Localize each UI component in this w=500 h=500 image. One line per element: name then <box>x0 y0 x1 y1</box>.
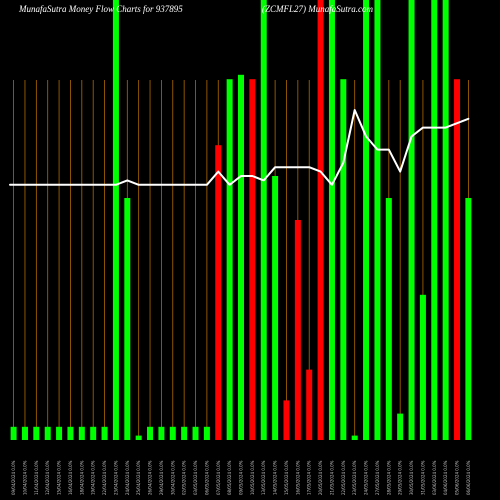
bar <box>56 426 63 440</box>
chart-title-right: (ZCMFL27) MunafaSutra.com <box>262 4 373 14</box>
bar <box>181 426 188 440</box>
bar <box>226 79 233 440</box>
x-tick-label: 09/04/2024 0.0% <box>11 460 16 495</box>
x-tick-label: 05/06/2024 0.0% <box>455 460 460 495</box>
bar <box>90 426 97 440</box>
bar <box>363 0 370 440</box>
x-tick-label: 26/04/2024 0.0% <box>148 460 153 495</box>
x-tick-labels: 09/04/2024 0.0% 10/04/2024 0.0% 11/04/2024… <box>11 460 471 495</box>
money-flow-line-group <box>9 109 470 186</box>
x-tick-label: 21/05/2024 0.0% <box>329 460 334 495</box>
x-tick-label: 30/04/2024 0.0% <box>170 460 175 495</box>
x-tick-label: 11/04/2024 0.0% <box>34 460 39 495</box>
x-tick-label: 04/06/2024 0.0% <box>443 460 448 495</box>
bar <box>21 426 28 440</box>
x-tick-label: 16/04/2024 0.0% <box>68 460 73 495</box>
bar <box>238 74 244 441</box>
x-tick-label: 13/05/2024 0.0% <box>261 460 266 495</box>
bar <box>67 426 74 440</box>
x-tick-label: 22/05/2024 0.0% <box>341 460 346 495</box>
bar <box>158 426 165 440</box>
x-tick-label: 20/05/2024 0.0% <box>318 460 323 495</box>
bar <box>215 145 222 440</box>
x-tick-label: 14/05/2024 0.0% <box>273 460 278 495</box>
bar <box>306 369 313 440</box>
bar <box>272 176 279 440</box>
bar <box>351 435 358 440</box>
x-tick-label: 12/04/2024 0.0% <box>45 460 50 495</box>
x-tick-label: 25/04/2024 0.0% <box>136 460 141 495</box>
x-tick-label: 09/05/2024 0.0% <box>239 460 244 495</box>
x-tick-label: 30/05/2024 0.0% <box>409 460 414 495</box>
x-tick-label: 16/05/2024 0.0% <box>295 460 300 495</box>
money-flow-line <box>9 109 470 186</box>
x-tick-label: 03/05/2024 0.0% <box>193 460 198 495</box>
bar <box>33 426 40 440</box>
x-tick-label: 15/04/2024 0.0% <box>57 460 62 495</box>
bar <box>147 426 154 440</box>
bar <box>192 426 199 440</box>
bar <box>249 79 256 440</box>
bar <box>101 426 108 440</box>
bar <box>78 426 85 440</box>
x-tick-label: 31/05/2024 0.0% <box>420 460 425 495</box>
bar <box>260 0 267 440</box>
bar <box>419 294 426 440</box>
x-tick-label: 29/04/2024 0.0% <box>159 460 164 495</box>
bar <box>112 0 119 440</box>
bars <box>10 0 472 441</box>
x-tick-label: 07/05/2024 0.0% <box>216 460 221 495</box>
bar <box>385 198 392 440</box>
x-tick-label: 24/05/2024 0.0% <box>364 460 369 495</box>
x-tick-label: 29/05/2024 0.0% <box>398 460 403 495</box>
x-tick-label: 19/04/2024 0.0% <box>91 460 96 495</box>
bar <box>169 426 176 440</box>
bar <box>294 220 301 440</box>
x-tick-label: 17/05/2024 0.0% <box>307 460 312 495</box>
bar <box>317 0 324 440</box>
bar <box>465 198 472 440</box>
bar <box>328 0 335 440</box>
bar <box>454 79 461 440</box>
x-tick-label: 22/04/2024 0.0% <box>102 460 107 495</box>
x-tick-label: 23/04/2024 0.0% <box>113 460 118 495</box>
x-tick-label: 06/05/2024 0.0% <box>204 460 209 495</box>
x-tick-label: 10/05/2024 0.0% <box>250 460 255 495</box>
bar <box>44 426 51 440</box>
bar <box>124 198 131 440</box>
bar <box>442 0 449 440</box>
x-tick-label: 23/05/2024 0.0% <box>352 460 357 495</box>
chart-title-left: MunafaSutra Money Flow Charts for 937895 <box>19 4 183 14</box>
x-tick-label: 03/06/2024 0.0% <box>432 460 437 495</box>
bar <box>203 426 210 440</box>
x-tick-label: 06/06/2024 0.0% <box>466 460 471 495</box>
x-tick-label: 02/05/2024 0.0% <box>182 460 187 495</box>
bar <box>397 413 404 440</box>
x-tick-label: 10/04/2024 0.0% <box>22 460 27 495</box>
bar <box>135 435 142 440</box>
x-tick-label: 15/05/2024 0.0% <box>284 460 289 495</box>
bar <box>10 426 17 440</box>
bar <box>431 0 438 440</box>
x-tick-label: 18/04/2024 0.0% <box>79 460 84 495</box>
bar <box>374 0 381 440</box>
bar <box>340 79 347 440</box>
x-tick-label: 27/05/2024 0.0% <box>375 460 380 495</box>
bar <box>408 0 415 440</box>
x-tick-label: 28/05/2024 0.0% <box>386 460 391 495</box>
x-tick-label: 24/04/2024 0.0% <box>125 460 130 495</box>
bar <box>283 400 290 440</box>
x-tick-label: 08/05/2024 0.0% <box>227 460 232 495</box>
